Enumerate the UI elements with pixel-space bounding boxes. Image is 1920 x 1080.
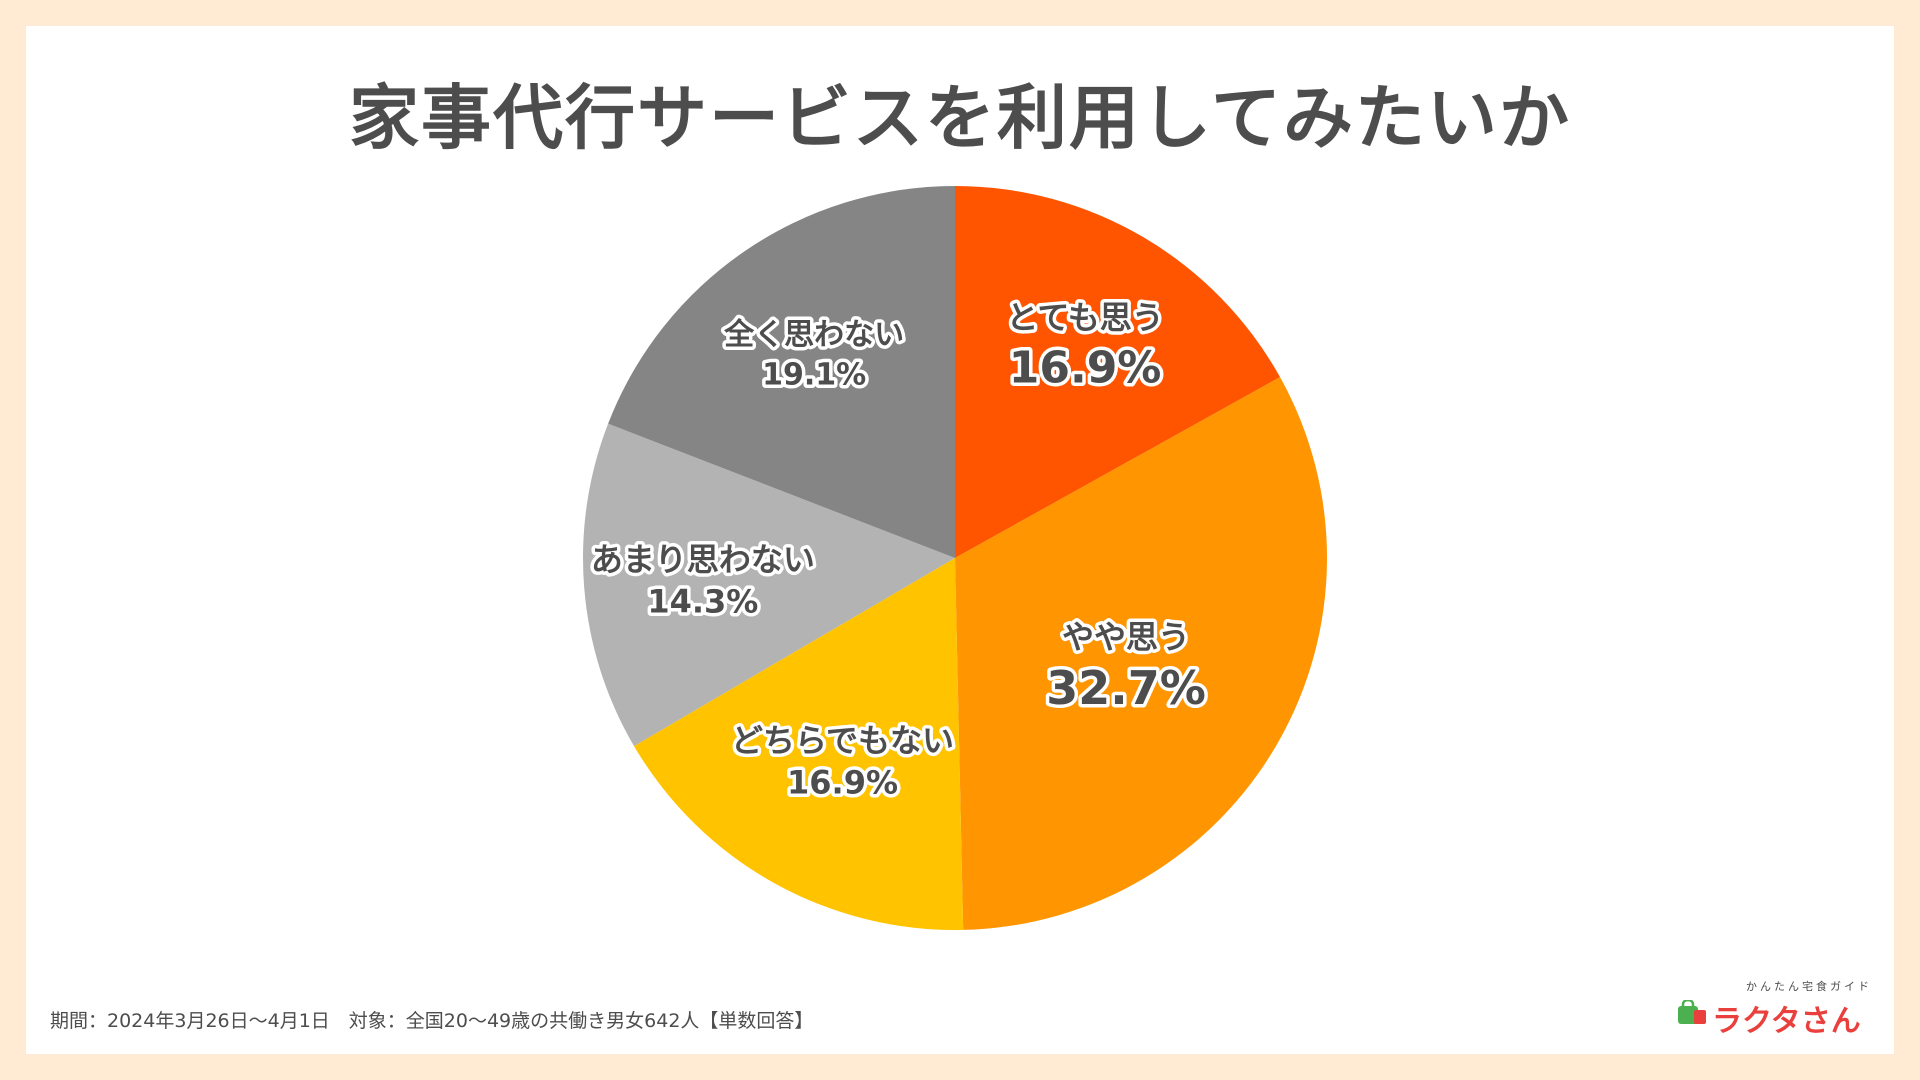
logo-tagline: かんたん宅食ガイド [1746,980,1872,993]
pie-slice-5 [608,186,955,558]
slice-label-3: どちらでもない [731,721,954,759]
survey-footnote: 期間：2024年3月26日～4月1日 対象：全国20～49歳の共働き男女642人… [50,1010,814,1032]
slice-label-4: あまり思わない [591,540,815,578]
slice-value-1: 16.9% [1009,343,1162,394]
chart-title: 家事代行サービスを利用してみたいか [349,77,1571,159]
slice-label-2: やや思う [1062,618,1190,656]
pie-slice-1 [955,186,1281,558]
slice-label-1: とても思う [1006,299,1163,337]
pie-slice-2 [955,377,1327,930]
shopping-bag-icon [1678,1000,1706,1024]
logo-name: ラクタさん [1712,1004,1861,1039]
slice-value-2: 32.7% [1046,661,1206,715]
slice-value-4: 14.3% [647,582,758,620]
slice-value-3: 16.9% [787,763,898,801]
pie-slice-4 [582,423,955,747]
slice-label-5: 全く思わない [723,317,904,352]
slice-value-5: 19.1% [762,357,866,392]
brand-logo: かんたん宅食ガイド ラクタさん [1676,978,1872,1039]
pie-slice-3 [634,558,964,930]
